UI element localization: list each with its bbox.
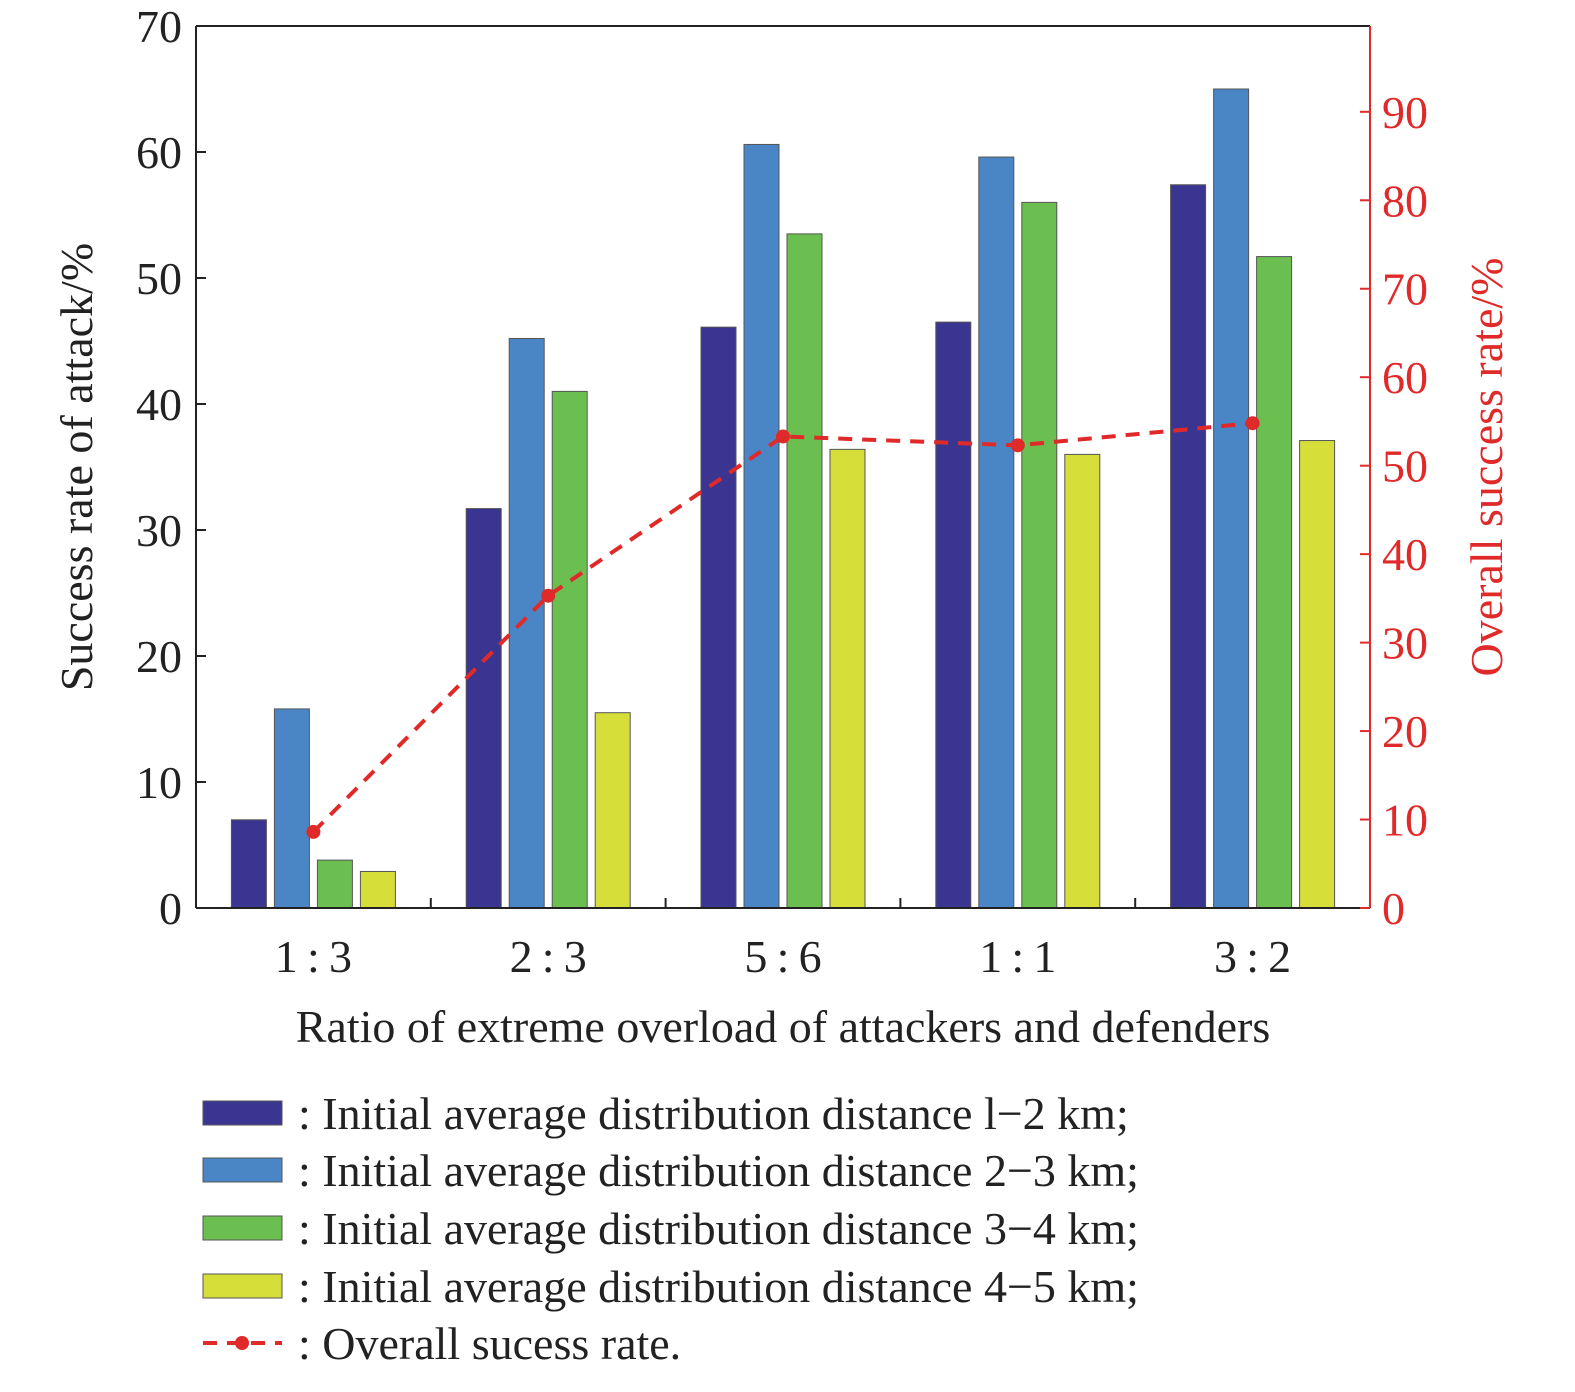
bar-series2-4 xyxy=(1256,256,1293,909)
bar-series3-2 xyxy=(829,448,866,909)
right-tick-label-8: 80 xyxy=(1382,175,1428,226)
bar-series2-3 xyxy=(1021,201,1058,909)
overall-success-point-2 xyxy=(776,429,790,444)
overall-success-point-0 xyxy=(306,824,321,839)
right-tick-label-2: 20 xyxy=(1382,706,1428,757)
bar-series2-2 xyxy=(786,233,823,909)
overall-success-line xyxy=(311,421,1253,834)
bar-series1-3 xyxy=(978,156,1015,909)
bar-series1-4 xyxy=(1213,88,1250,909)
legend-label-2: : Initial average distribution distance … xyxy=(298,1203,1139,1254)
bar-series0-3 xyxy=(935,321,972,909)
legend-label-3: : Initial average distribution distance … xyxy=(298,1261,1139,1312)
right-tick-label-1: 10 xyxy=(1382,795,1428,846)
bar-series1-1 xyxy=(508,337,545,909)
left-tick-label-0: 0 xyxy=(159,883,182,934)
bar-series0-2 xyxy=(700,326,737,909)
bar-series3-1 xyxy=(594,712,631,909)
bar-series0-1 xyxy=(465,508,502,909)
left-tick-label-7: 70 xyxy=(136,1,182,52)
right-tick-label-4: 40 xyxy=(1382,529,1428,580)
bar-series1-0 xyxy=(273,708,310,909)
legend-label-0: : Initial average distribution distance … xyxy=(298,1088,1129,1139)
bar-series2-1 xyxy=(551,390,588,909)
x-tick-label-2: 5 : 6 xyxy=(744,931,821,982)
overall-success-point-1 xyxy=(541,588,556,603)
legend-swatch-3 xyxy=(202,1273,283,1299)
right-y-axis-title: Overall success rate/% xyxy=(1461,258,1512,677)
x-tick-label-1: 2 : 3 xyxy=(510,931,587,982)
legend-swatch-point xyxy=(235,1336,249,1350)
x-tick-label-4: 3 : 2 xyxy=(1214,931,1291,982)
x-axis-title: Ratio of extreme overload of attackers a… xyxy=(296,1001,1271,1052)
right-tick-label-5: 50 xyxy=(1382,441,1428,492)
right-tick-label-0: 0 xyxy=(1382,883,1405,934)
bar-series0-0 xyxy=(230,819,267,909)
left-tick-label-5: 50 xyxy=(136,253,182,304)
left-tick-label-2: 20 xyxy=(136,631,182,682)
overall-success-point-4 xyxy=(1245,416,1260,431)
x-tick-label-3: 1 : 1 xyxy=(979,931,1056,982)
bar-series1-2 xyxy=(743,143,780,909)
bar-series2-0 xyxy=(316,859,353,909)
bar-series3-0 xyxy=(359,870,396,909)
legend-swatch-1 xyxy=(202,1157,283,1183)
x-tick-label-0: 1 : 3 xyxy=(275,931,352,982)
legend-swatch-0 xyxy=(202,1100,283,1126)
legend-label-1: : Initial average distribution distance … xyxy=(298,1145,1139,1196)
bar-series3-4 xyxy=(1299,440,1336,909)
right-tick-label-9: 90 xyxy=(1382,87,1428,138)
left-tick-label-1: 10 xyxy=(136,757,182,808)
left-tick-label-4: 40 xyxy=(136,379,182,430)
bar-series3-3 xyxy=(1064,453,1101,909)
legend-label-4: : Overall sucess rate. xyxy=(298,1318,681,1369)
right-tick-label-6: 60 xyxy=(1382,352,1428,403)
right-tick-label-7: 70 xyxy=(1382,264,1428,315)
right-tick-label-3: 30 xyxy=(1382,618,1428,669)
left-tick-label-3: 30 xyxy=(136,505,182,556)
overall-success-point-3 xyxy=(1010,438,1025,453)
bar-series0-4 xyxy=(1170,184,1207,909)
left-tick-label-6: 60 xyxy=(136,127,182,178)
left-y-axis-title: Success rate of attack/% xyxy=(51,243,102,691)
legend-swatch-2 xyxy=(202,1215,283,1241)
